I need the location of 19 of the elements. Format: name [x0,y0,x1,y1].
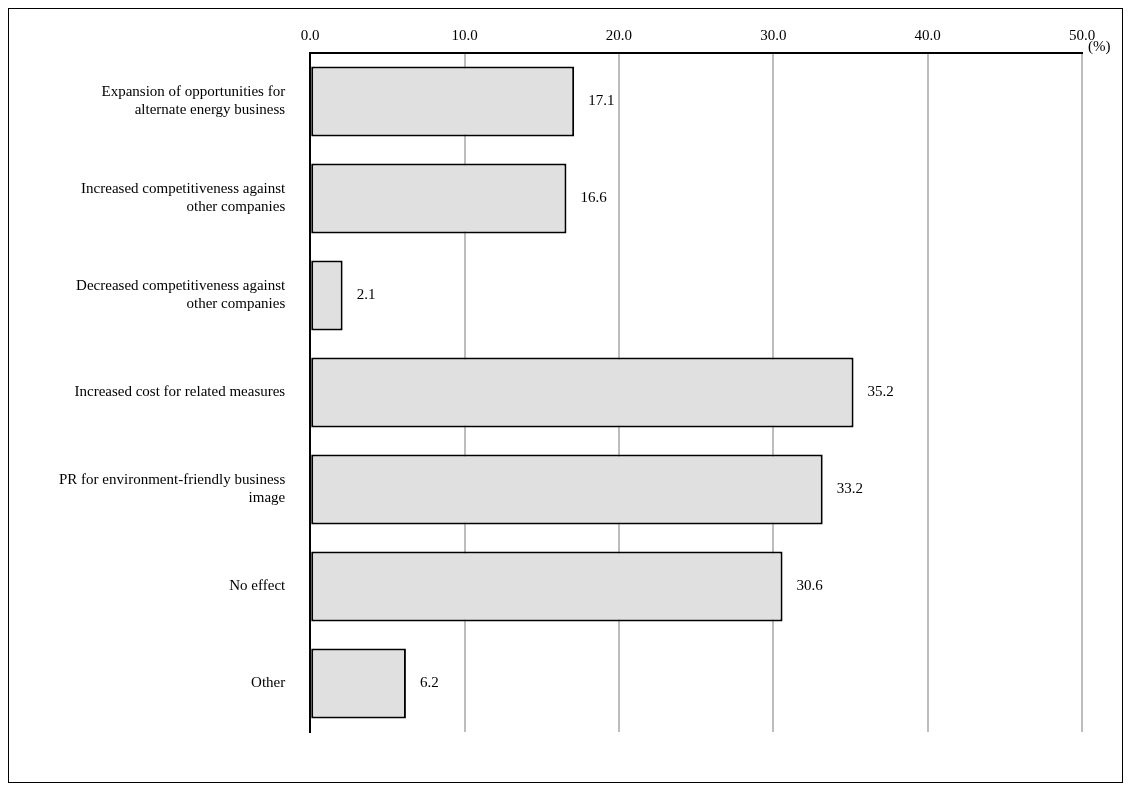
data-label: 33.2 [836,480,863,497]
y-tick-label: Other [251,674,286,691]
y-tick-label: Increased competitiveness against other companies [81,180,287,215]
data-label: 2.1 [356,286,376,303]
y-tick-label: PR for environment-friendly business image [59,471,286,506]
data-label: 6.2 [419,674,439,691]
x-tick-label: 20.0 [605,26,633,43]
data-label: 30.6 [796,577,824,594]
x-tick-label: 10.0 [451,26,478,43]
x-tick-label: 40.0 [914,26,941,43]
x-tick-label: 30.0 [760,26,787,43]
data-label: 16.6 [580,189,608,206]
y-tick-label: Decreased competitiveness against other companies [76,277,287,312]
y-tick-label: Increased cost for related measures [74,383,286,400]
data-label: 17.1 [588,92,615,109]
data-label: 35.2 [867,383,894,400]
y-tick-label: No effect [229,577,287,594]
y-tick-label: Expansion of opportunities for alternate energy business [101,83,286,118]
x-tick-label: 0.0 [300,26,320,43]
